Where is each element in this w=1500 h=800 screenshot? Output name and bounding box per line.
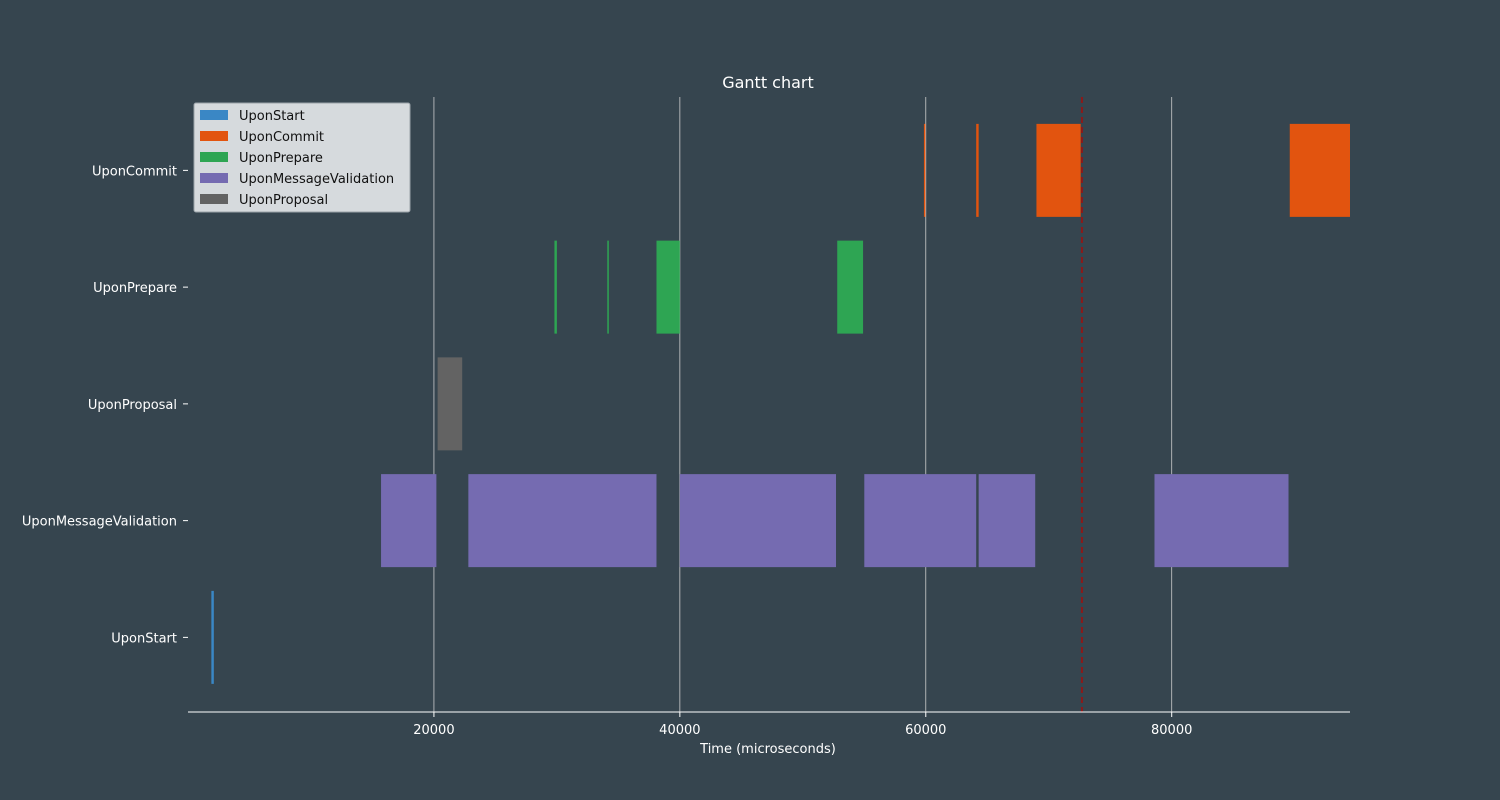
grid-lines (433, 97, 1173, 712)
legend-label: UponCommit (239, 130, 324, 145)
x-tick-label: 80000 (1151, 723, 1192, 738)
x-tick-label: 60000 (905, 723, 946, 738)
x-axis-label: Time (microseconds) (699, 742, 836, 757)
chart-title: Gantt chart (722, 73, 814, 92)
gantt-bar-uponprepare (837, 240, 864, 334)
legend-label: UponPrepare (239, 151, 323, 166)
gantt-bar-uponcommit (1289, 123, 1350, 217)
legend-swatch (200, 131, 228, 141)
x-axis: 20000 40000 60000 80000 (188, 711, 1350, 738)
legend-swatch (200, 194, 228, 204)
gantt-bar-uponmessagevalidation (1154, 474, 1289, 568)
gantt-bar-uponprepare (554, 240, 557, 334)
legend-swatch (200, 152, 228, 162)
legend-label: UponStart (239, 109, 305, 124)
y-tick-label: UponProposal (88, 398, 177, 413)
gantt-bar-uponprepare (607, 240, 609, 334)
legend-label: UponProposal (239, 193, 328, 208)
gantt-bar-uponproposal (437, 357, 463, 451)
legend-box (193, 102, 411, 213)
gantt-bar-uponmessagevalidation (381, 474, 437, 568)
gantt-bar-uponstart (211, 590, 214, 684)
gantt-bar-uponmessagevalidation (468, 474, 657, 568)
y-tick-label: UponMessageValidation (22, 515, 177, 530)
gantt-bar-uponmessagevalidation (864, 474, 977, 568)
legend-swatch (200, 110, 228, 120)
gantt-bar-uponmessagevalidation (978, 474, 1036, 568)
gantt-bar-uponprepare (656, 240, 680, 334)
y-tick-label: UponPrepare (93, 281, 177, 296)
y-axis: UponCommit UponPrepare UponProposal UponMes… (22, 164, 188, 646)
bars-layer (211, 123, 1350, 684)
y-tick-label: UponCommit (92, 164, 177, 179)
gantt-bar-uponcommit (1036, 123, 1081, 217)
x-tick-label: 20000 (413, 723, 454, 738)
legend-swatch (200, 173, 228, 183)
legend-label: UponMessageValidation (239, 172, 394, 187)
gantt-bar-uponcommit (923, 123, 926, 217)
gantt-bar-uponmessagevalidation (679, 474, 837, 568)
x-tick-label: 40000 (659, 723, 700, 738)
gantt-bar-uponcommit (976, 123, 979, 217)
y-tick-label: UponStart (111, 631, 177, 646)
legend: UponStart UponCommit UponPrepare UponMessag… (193, 102, 411, 213)
